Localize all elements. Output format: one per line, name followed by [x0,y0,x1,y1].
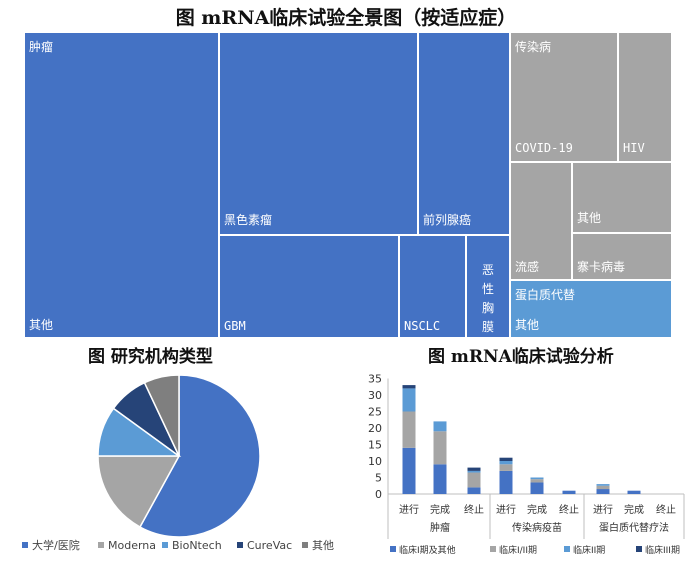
legend-label: 大学/医院 [32,538,80,552]
y-tick-label: 15 [368,439,382,452]
bar-segment [499,464,513,471]
bar-chart: 05101520253035进行 完成 终止 进行 完成 终止 进行 完成 终止肿瘤 传染病疫苗蛋… [368,373,685,556]
bar-segment [402,388,416,412]
legend-label: BioNtech [172,539,222,552]
bar-segment [467,487,481,494]
legend-swatch [237,542,243,548]
bar-segment [467,472,481,488]
tile-label: 流感 [515,260,540,274]
bar-segment [467,470,481,473]
tile-tumor-other: 肿瘤 其他 [24,32,219,338]
tile-label: 其他 [577,211,602,225]
bar-title: 图 mRNA临床试验分析 [428,347,614,367]
bar-segment [499,457,513,461]
tile-hiv: HIV [618,32,672,162]
bar-segment [596,485,610,490]
pie-chart: 大学/医院 Moderna BioNtech CureVac 其他 [22,374,334,552]
legend-label: 临床II期 [573,544,605,556]
tile-label: 其他 [29,318,54,332]
tile-zika: 寨卡病毒 [572,233,672,280]
legend-label: 临床I/II期 [499,544,537,556]
tile-infectious: 传染病 COVID-19 [510,32,618,162]
x-tick-label: 终止 [656,503,676,516]
bar-segment [402,385,416,389]
group-label: 蛋白质代替疗法 [599,521,669,534]
y-tick-label: 25 [368,406,382,419]
x-tick-label: 完成 [624,503,644,516]
legend-swatch [98,542,104,548]
bar-segment [596,489,610,494]
legend-swatch [162,542,168,548]
bar-segment [433,431,447,465]
legend-swatch [22,542,28,548]
group-label: 肿瘤 [430,521,450,534]
tile-flu: 流感 [510,162,572,280]
bar-segment [433,464,447,494]
treemap-title: 图 mRNA临床试验全景图（按适应症） [175,7,517,29]
tile-prostate: 前列腺癌 [418,32,510,235]
tile-label: 寨卡病毒 [577,260,626,274]
tile-label: GBM [224,319,246,333]
bar-segment [499,461,513,465]
bar-segment [530,477,544,480]
x-tick-label: 完成 [527,503,547,516]
x-tick-label: 完成 [430,503,450,516]
bar-segment [402,447,416,494]
bar-segment [627,490,641,494]
tile-nsclc: NSCLC [399,235,466,338]
bar-segment [402,411,416,448]
treemap-chart: 肿瘤 其他 黑色素瘤 前列腺癌 GBM NSCLC 恶性胸膜间皮瘤 传染病 CO… [24,32,672,391]
x-tick-label: 进行 [496,503,516,516]
tile-label: 肿瘤 [29,40,54,54]
bar-segment [433,421,447,432]
pie-title: 图 研究机构类型 [88,347,213,367]
tile-label: NSCLC [404,319,441,333]
tile-mesothelioma: 恶性胸膜间皮瘤 [466,235,510,391]
legend-swatch [490,546,496,552]
legend-swatch [302,542,308,548]
bar-segment [530,479,544,483]
bar-segment [467,467,481,471]
y-tick-label: 20 [368,422,382,435]
x-tick-label: 终止 [464,503,484,516]
bar-segment [530,482,544,494]
x-tick-label: 进行 [593,503,613,516]
tile-infectious-other: 其他 [572,162,672,233]
tile-label: 黑色素瘤 [224,213,273,227]
y-tick-label: 10 [368,455,382,468]
x-tick-label: 终止 [559,503,579,516]
y-tick-label: 35 [368,373,382,386]
tile-melanoma: 黑色素瘤 [219,32,418,235]
tile-label: 前列腺癌 [423,213,472,227]
pie-slice [138,374,261,538]
legend-label: 临床III期 [645,544,680,556]
bar-segment [562,490,576,494]
tile-label: 恶性胸膜间皮瘤 [481,263,494,391]
y-tick-label: 5 [375,472,382,485]
legend-swatch [564,546,570,552]
tile-label: HIV [623,141,645,155]
tile-label: 其他 [515,318,540,332]
tile-protein: 蛋白质代替 其他 [510,280,672,338]
y-tick-label: 30 [368,389,382,402]
pie-slice [143,374,180,457]
y-tick-label: 0 [375,488,382,501]
tile-label: 传染病 [515,40,552,54]
legend-swatch [390,546,396,552]
x-tick-label: 进行 [399,503,419,516]
legend-label: Moderna [108,539,156,552]
bar-segment [596,484,610,486]
pie-slice [97,455,181,528]
legend-label: 其他 [312,539,334,552]
bar-segment [499,470,513,494]
group-label: 传染病疫苗 [512,521,562,534]
legend-label: CureVac [247,539,292,552]
tile-label: COVID-19 [515,141,573,155]
tile-gbm: GBM [219,235,399,338]
tile-label: 蛋白质代替 [515,288,576,302]
legend-swatch [636,546,642,552]
legend-label: 临床I期及其他 [399,544,456,556]
